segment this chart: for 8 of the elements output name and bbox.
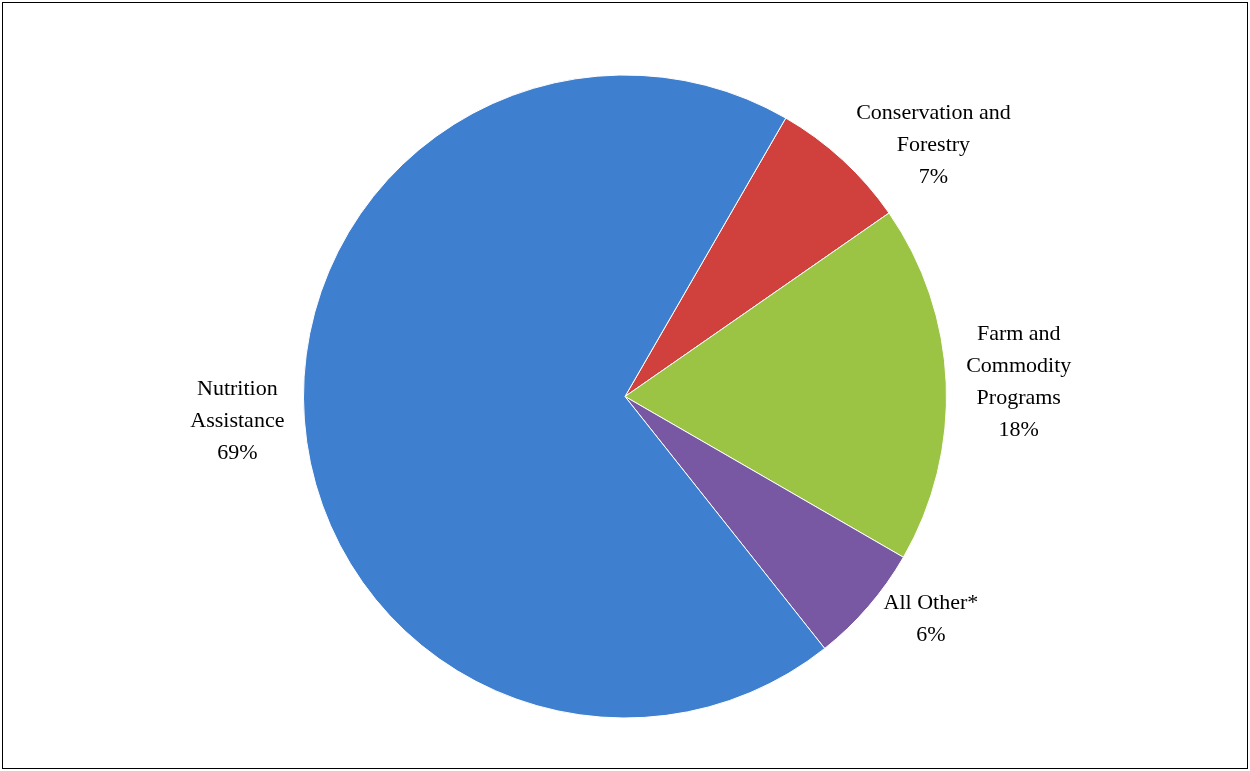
slice-label: All Other* — [883, 589, 979, 615]
data-label: 6% — [916, 621, 946, 647]
data-label: 18% — [998, 415, 1039, 441]
data-label: 69% — [217, 439, 258, 465]
slice-label: Nutrition Assistance — [190, 375, 285, 433]
data-label: 7% — [918, 162, 949, 188]
slice-label: Farm and Commodity Programs — [966, 319, 1072, 409]
slice-label: Conservation and Forestry — [856, 98, 1011, 156]
